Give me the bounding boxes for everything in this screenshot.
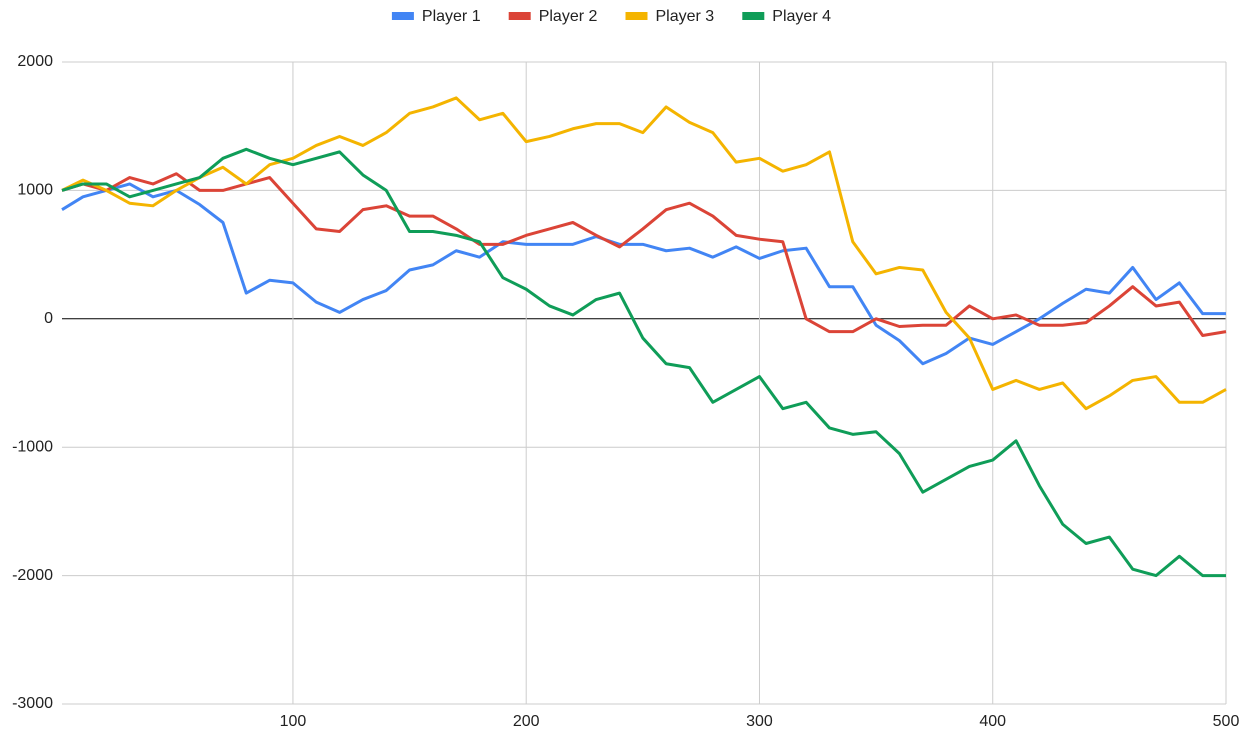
x-tick-label: 400 [979, 713, 1006, 730]
y-tick-label: -3000 [12, 695, 53, 712]
legend-swatch [391, 12, 414, 20]
legend-swatch [508, 12, 531, 20]
y-tick-label: 2000 [17, 53, 53, 70]
legend-swatch [625, 12, 648, 20]
x-tick-label: 500 [1213, 713, 1240, 730]
x-tick-label: 300 [746, 713, 773, 730]
y-tick-label: 0 [44, 310, 53, 327]
y-tick-label: -2000 [12, 567, 53, 584]
series-line [61, 182, 1226, 366]
legend-label: Player 1 [422, 8, 481, 25]
legend-swatch [742, 12, 765, 20]
y-tick-label: 1000 [17, 182, 53, 199]
series-line [61, 172, 1227, 337]
x-tick-label: 100 [280, 713, 307, 730]
legend-label: Player 2 [539, 8, 598, 25]
y-tick-label: -1000 [12, 438, 53, 455]
series-line [61, 96, 1227, 411]
series-line [61, 147, 1226, 578]
x-tick-label: 200 [513, 713, 540, 730]
legend-label: Player 3 [656, 8, 715, 25]
legend-label: Player 4 [772, 8, 831, 25]
